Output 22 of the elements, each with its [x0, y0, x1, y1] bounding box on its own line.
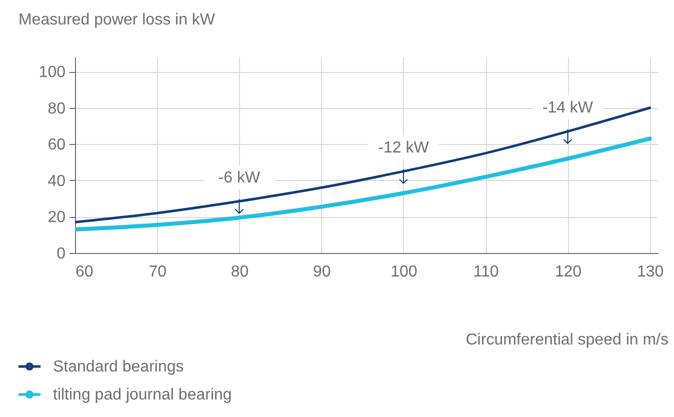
y-tick-label: 80 — [48, 100, 66, 118]
y-tick-label: 0 — [56, 246, 66, 262]
x-tick-label: 90 — [312, 264, 331, 280]
y-tick-label: 100 — [38, 64, 66, 82]
y-tick-label: 20 — [48, 209, 66, 226]
x-tick-label: 120 — [554, 264, 582, 280]
y-tick-label: 60 — [48, 136, 66, 154]
x-tick-label: 110 — [473, 264, 499, 280]
x-tick-label: 70 — [148, 264, 167, 280]
annotation: -6 kW — [218, 169, 262, 186]
y-tick-label: 40 — [48, 172, 66, 190]
legend-label: tilting pad journal bearing — [53, 386, 232, 404]
x-tick-label: 80 — [230, 264, 249, 280]
annotation: -12 kW — [378, 139, 430, 156]
x-tick-label: 60 — [76, 264, 94, 280]
x-tick-label: 100 — [390, 264, 418, 280]
y-axis-title: Measured power loss in kW — [18, 12, 216, 28]
annotation: -14 kW — [542, 99, 594, 116]
x-axis-title: Circumferential speed in m/s — [466, 332, 668, 348]
line-series — [75, 136, 652, 232]
legend-label: Standard bearings — [53, 358, 184, 376]
x-tick-label: 130 — [636, 264, 664, 280]
